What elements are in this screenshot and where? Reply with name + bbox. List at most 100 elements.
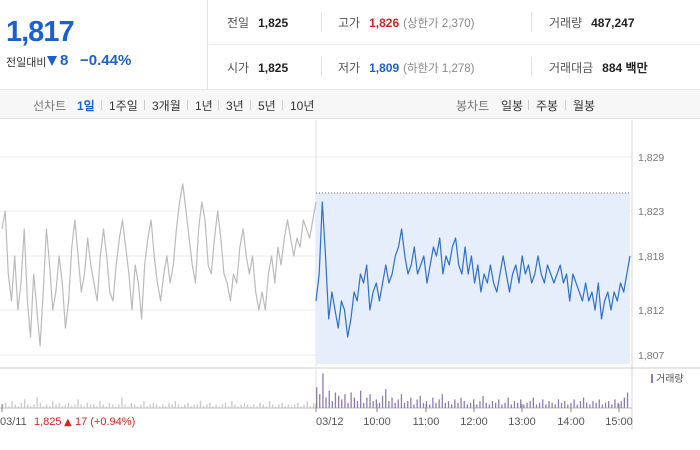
volume-bar — [237, 406, 239, 408]
divider — [218, 100, 219, 110]
x-axis-ticks: 03/11 03/12 10:00 11:00 12:00 13:00 14:00 15:00 — [0, 404, 633, 428]
period-3y-tab[interactable]: 3년 — [226, 99, 244, 113]
candle-chart-label: 봉차트 — [456, 99, 490, 113]
stat-label: 전일 — [227, 16, 250, 30]
volume-bar — [435, 402, 437, 408]
x-tick-label: 10:00 — [363, 416, 391, 428]
volume-bar — [143, 401, 145, 408]
volume-bar — [168, 402, 170, 408]
volume-bar — [363, 402, 365, 408]
stat-label: 고가 — [338, 16, 361, 30]
volume-bar — [495, 402, 497, 408]
volume-bar — [8, 406, 10, 408]
stat-value: 487,247 — [591, 15, 635, 30]
volume-bar — [27, 404, 29, 408]
volume-bar — [303, 404, 305, 408]
volume-bar — [623, 397, 625, 408]
volume-bar — [294, 404, 296, 408]
stat-open: 시가 1,825 — [227, 45, 288, 90]
divider — [250, 100, 251, 110]
volume-bar — [287, 404, 289, 408]
volume-bar — [322, 373, 324, 408]
volume-bar — [259, 402, 261, 408]
stat-label: 저가 — [338, 61, 361, 75]
volume-bar — [133, 404, 136, 408]
volume-bar — [64, 404, 67, 408]
upper-limit: (상한가 2,370) — [403, 17, 475, 30]
change-amount: 8 — [60, 52, 69, 69]
volume-bar — [586, 402, 588, 408]
volume-bar — [146, 406, 148, 408]
volume-bar — [2, 404, 4, 408]
candle-monthly-tab[interactable]: 월봉 — [573, 99, 596, 113]
volume-bar — [124, 404, 126, 408]
volume-bar — [275, 406, 277, 408]
stat-prev-close: 전일 1,825 — [227, 0, 288, 45]
volume-bar — [86, 402, 89, 408]
prev-compare-label: 전일대비 — [6, 57, 47, 69]
volume-bar — [196, 404, 198, 408]
volume-bar — [589, 404, 591, 408]
volume-bar — [353, 397, 355, 408]
candle-daily-tab[interactable]: 일봉 — [501, 99, 524, 113]
volume-bar — [360, 390, 362, 408]
volume-bar — [617, 402, 619, 408]
volume-bar — [419, 395, 421, 408]
volume-bar — [403, 402, 406, 408]
volume-bar — [501, 404, 503, 408]
volume-bar — [5, 402, 7, 408]
volume-bar — [39, 402, 41, 408]
y-tick-label: 1,807 — [638, 350, 664, 362]
volume-bar — [46, 404, 48, 408]
volume-bar — [438, 399, 440, 408]
volume-bar — [33, 404, 35, 408]
volume-bar — [52, 401, 54, 408]
candle-weekly-tab[interactable]: 주봉 — [536, 99, 559, 113]
volume-bar — [369, 394, 371, 408]
volume-bar — [520, 399, 522, 408]
volume-bar — [460, 397, 462, 408]
period-1w-tab[interactable]: 1주일 — [109, 99, 138, 113]
volume-bar — [149, 404, 151, 408]
period-1y-tab[interactable]: 1년 — [195, 99, 213, 113]
volume-bar — [281, 402, 283, 408]
x-tick-label: 03/12 — [316, 416, 344, 428]
period-3m-tab[interactable]: 3개월 — [152, 99, 181, 113]
volume-bar — [17, 406, 19, 408]
volume-bar — [331, 401, 333, 408]
period-1d-tab[interactable]: 1일 — [77, 99, 95, 113]
volume-bar — [391, 397, 393, 408]
volume-bar — [545, 404, 547, 408]
volume-bar — [272, 404, 274, 408]
period-10y-tab[interactable]: 10년 — [290, 99, 315, 113]
volume-bar — [209, 402, 211, 408]
volume-bar — [177, 404, 180, 408]
volume-bar — [325, 397, 327, 408]
down-triangle-icon — [47, 56, 57, 66]
volume-bar — [626, 392, 629, 408]
lower-limit: (하한가 1,278) — [403, 62, 475, 75]
chart-period-toolbar: 선차트 1일 1주일 3개월 1년 3년 5년 10년 봉차트 일봉 주봉 월봉 — [0, 90, 700, 119]
volume-bar — [491, 401, 494, 408]
volume-bar — [77, 399, 79, 408]
volume-bar — [548, 401, 550, 408]
period-5y-tab[interactable]: 5년 — [258, 99, 276, 113]
volume-bar — [300, 406, 302, 408]
volume-bar — [388, 401, 390, 408]
volume-bar — [58, 402, 60, 408]
stat-label: 거래량 — [549, 16, 583, 30]
divider — [187, 100, 188, 110]
stat-label: 거래대금 — [549, 61, 594, 75]
volume-bar — [488, 404, 490, 408]
volume-bar — [347, 402, 349, 408]
stat-value: 1,825 — [258, 60, 289, 75]
divider — [282, 100, 283, 110]
volume-bar — [425, 401, 428, 408]
volume-bar — [604, 402, 607, 408]
volume-bar — [564, 401, 566, 408]
volume-bar — [507, 397, 509, 408]
volume-bar — [397, 399, 399, 408]
volume-bar — [444, 402, 446, 408]
y-tick-label: 1,812 — [638, 305, 664, 317]
volume-bar — [24, 399, 26, 408]
